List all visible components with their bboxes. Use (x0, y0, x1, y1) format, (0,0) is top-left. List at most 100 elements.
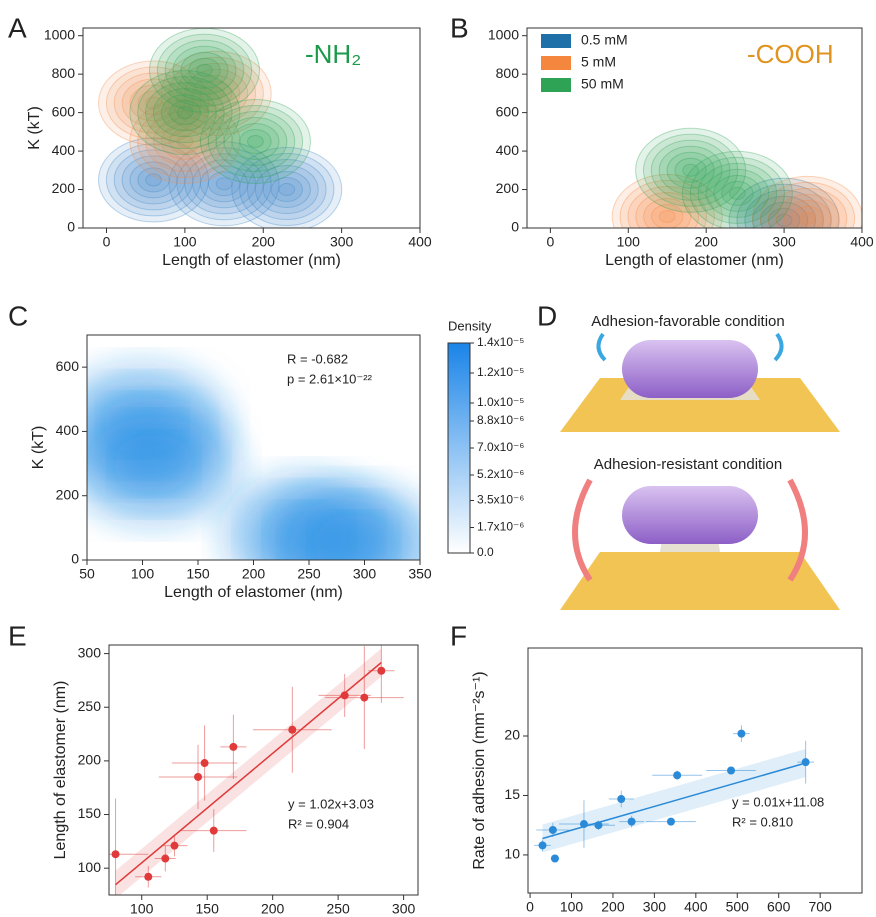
x-axis-label: Length of elastomer (nm) (164, 584, 343, 601)
y-tick-label: 600 (52, 103, 76, 119)
point (200, 759, 209, 768)
density-contour (113, 149, 194, 211)
y-tick-label: 400 (52, 142, 76, 158)
annotation: R = -0.682 (287, 351, 348, 366)
legend-swatch (541, 78, 571, 92)
density-contour (152, 88, 217, 138)
density-contour (752, 195, 817, 228)
x-tick-label: 200 (601, 899, 625, 915)
density-contour (160, 50, 272, 136)
panel-label: C (8, 300, 28, 331)
density-contour (721, 180, 754, 206)
plot-area (534, 725, 814, 863)
y-tick-label: 20 (504, 727, 520, 743)
axes-frame (527, 647, 863, 894)
density-contour (247, 134, 264, 148)
axes-frame (108, 644, 419, 896)
fit-line (115, 661, 382, 886)
point (579, 820, 588, 829)
density-contour (176, 147, 272, 221)
x-tick-label: 50 (79, 566, 95, 582)
density-contour (215, 177, 233, 191)
density-contour (658, 209, 676, 223)
density-contour (705, 168, 770, 218)
caption: Adhesion-favorable condition (591, 313, 784, 330)
density-contour (129, 161, 178, 199)
density-contour (168, 56, 264, 130)
colorbar (447, 342, 471, 554)
x-tick-label: 100 (173, 234, 197, 250)
panel-label: D (537, 300, 557, 331)
density-contour (168, 141, 280, 227)
x-axis-label: Length of elastomer (nm) (605, 252, 784, 269)
density-contour (643, 197, 692, 228)
density-contour (783, 199, 832, 228)
density-contour (145, 96, 162, 110)
density-contour (172, 45, 237, 95)
density-contour (121, 78, 186, 128)
annotation: p = 2.61×10⁻²² (287, 371, 373, 386)
y-tick-label: 200 (56, 486, 80, 502)
density-contour (642, 133, 739, 207)
density-contour (137, 90, 170, 116)
plot-area (109, 645, 404, 895)
colorbar-tick-label: 7.0x10⁻⁶ (477, 440, 524, 454)
density-contour (168, 128, 202, 154)
colorbar-tick-label: 8.8x10⁻⁶ (477, 413, 524, 427)
density-contour (262, 171, 311, 209)
colorbar-tick-label: 5.2x10⁻⁶ (477, 467, 524, 481)
density-blob (113, 434, 194, 493)
r-squared: R² = 0.810 (732, 814, 793, 829)
fit-equation: y = 0.01x+11.08 (732, 794, 824, 809)
density-contour (635, 191, 700, 228)
plot-area (98, 28, 343, 228)
y-tick-label: 600 (496, 103, 520, 119)
point (377, 666, 386, 675)
point (209, 826, 218, 835)
x-tick-label: 100 (130, 901, 154, 917)
x-tick-label: 0 (546, 234, 554, 250)
density-contour (760, 201, 809, 228)
density-contour (164, 39, 245, 101)
x-tick-label: 200 (695, 234, 719, 250)
point (161, 854, 170, 863)
density-contour (156, 33, 253, 107)
density-contour (176, 62, 257, 124)
density-contour (744, 189, 824, 228)
y-tick-label: 150 (78, 805, 102, 821)
density-contour (689, 156, 785, 228)
x-axis-label: Length of elastomer (nm) (162, 252, 341, 269)
point (666, 817, 675, 826)
point (340, 691, 349, 700)
y-tick-label: 10 (504, 846, 520, 862)
legend-label: 50 mM (581, 76, 624, 92)
x-tick-label: 100 (560, 899, 584, 915)
y-tick-label: 1000 (44, 26, 75, 42)
density-contour (215, 110, 296, 172)
y-tick-label: 0 (511, 219, 519, 235)
axes-frame (82, 27, 421, 229)
point (194, 772, 203, 781)
density-contour (254, 165, 319, 215)
point (170, 841, 179, 850)
x-tick-label: 400 (850, 234, 874, 250)
legend-label: 5 mM (581, 54, 616, 70)
y-tick-label: 0 (71, 551, 79, 567)
density-contour (728, 186, 746, 200)
density-contour (160, 122, 209, 160)
y-tick-label: 200 (78, 752, 102, 768)
x-tick-label: 700 (808, 899, 832, 915)
point (727, 766, 736, 775)
density-contour (137, 76, 233, 150)
colorbar-tick-label: 1.0x10⁻⁵ (477, 395, 524, 409)
density-contour (145, 110, 225, 172)
x-tick-label: 0 (526, 899, 534, 915)
y-tick-label: 300 (78, 644, 102, 660)
x-tick-label: 300 (330, 234, 354, 250)
x-tick-label: 150 (196, 901, 220, 917)
density-contour (767, 187, 848, 228)
y-tick-label: 400 (56, 422, 80, 438)
point (627, 817, 636, 826)
x-tick-label: 300 (772, 234, 796, 250)
colorbar-title: Density (448, 318, 492, 333)
